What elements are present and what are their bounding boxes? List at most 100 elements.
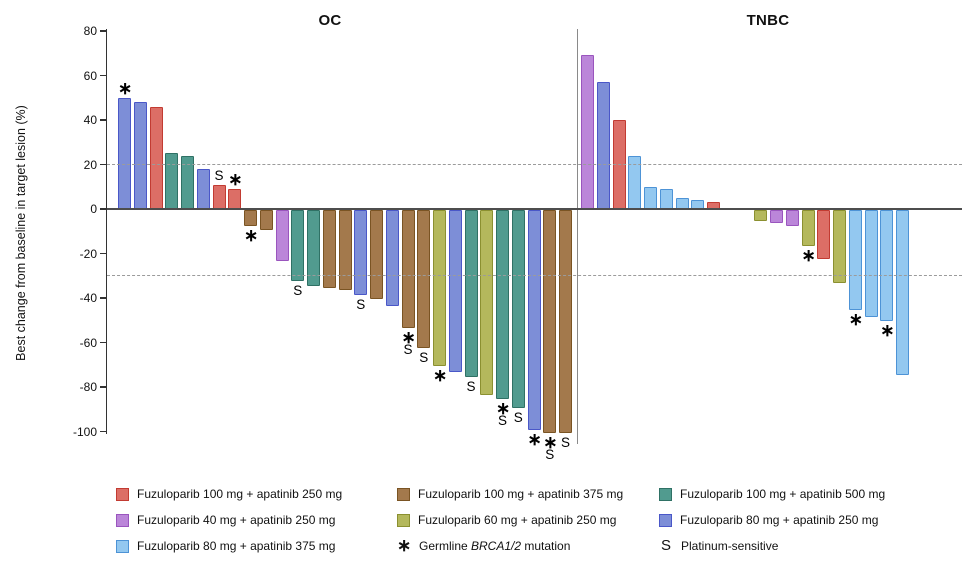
bar xyxy=(543,210,557,433)
bar xyxy=(165,153,179,209)
bar xyxy=(448,210,462,373)
brca-mutation-asterisk: ∗ xyxy=(433,365,448,385)
legend-label: Fuzuloparib 100 mg + apatinib 500 mg xyxy=(680,487,886,501)
legend-swatch-teal xyxy=(659,487,672,501)
platinum-sensitive-label: S xyxy=(403,341,413,357)
bar xyxy=(118,97,131,209)
bar xyxy=(228,188,242,209)
y-axis-tick xyxy=(100,297,106,299)
bar xyxy=(433,210,446,366)
y-tick-label: -40 xyxy=(79,291,97,305)
y-axis-label: Best change from baseline in target lesi… xyxy=(14,105,28,361)
bar xyxy=(527,210,541,431)
platinum-sensitive-label: S xyxy=(545,446,555,462)
platinum-sensitive-label: S xyxy=(466,378,476,394)
bar xyxy=(385,210,399,306)
legend: Fuzuloparib 100 mg + apatinib 250 mg Fuzu… xyxy=(116,487,885,555)
bar xyxy=(464,210,478,377)
legend-label: Fuzuloparib 60 mg + apatinib 250 mg xyxy=(418,513,617,527)
legend-item: Fuzuloparib 100 mg + apatinib 500 mg xyxy=(659,487,885,501)
bar xyxy=(801,210,815,246)
bar xyxy=(196,168,210,209)
legend-label: Platinum-sensitive xyxy=(681,539,779,553)
asterisk-symbol: ∗ xyxy=(397,536,412,555)
y-tick-label: 20 xyxy=(83,157,97,172)
brca-mutation-asterisk: ∗ xyxy=(527,430,542,450)
y-axis-tick xyxy=(100,386,106,388)
legend-item: Fuzuloparib 80 mg + apatinib 375 mg xyxy=(116,539,397,553)
bar xyxy=(848,210,862,311)
brca-mutation-asterisk: ∗ xyxy=(801,245,816,265)
threshold-gridline xyxy=(107,275,962,277)
legend-swatch-brown xyxy=(397,487,410,501)
platinum-sensitive-label: S xyxy=(293,283,303,299)
y-axis-tick xyxy=(100,430,106,433)
brca-mutation-asterisk: ∗ xyxy=(496,399,511,419)
bar xyxy=(864,210,878,317)
panel-divider xyxy=(577,29,579,444)
bar xyxy=(833,210,846,284)
platinum-sensitive-label: S xyxy=(419,349,429,365)
y-axis-tick xyxy=(100,163,106,166)
legend-item: ∗ Germline BRCA1/2 mutation xyxy=(397,536,659,555)
brca-mutation-asterisk: ∗ xyxy=(244,225,259,245)
bar xyxy=(212,184,226,209)
bar xyxy=(275,210,289,262)
platinum-sensitive-label: S xyxy=(560,434,570,450)
bar xyxy=(754,210,768,222)
legend-item: Fuzuloparib 100 mg + apatinib 250 mg xyxy=(116,487,397,501)
y-axis-tick xyxy=(100,74,106,77)
y-axis-tick xyxy=(100,208,106,210)
bar xyxy=(559,210,572,433)
legend-swatch-red xyxy=(116,487,129,501)
y-axis-tick xyxy=(100,252,106,255)
bar xyxy=(307,210,320,286)
bar xyxy=(896,210,909,375)
y-axis-tick xyxy=(100,30,106,32)
bar xyxy=(417,210,431,348)
legend-label: Germline BRCA1/2 mutation xyxy=(419,539,571,553)
legend-item: Fuzuloparib 60 mg + apatinib 250 mg xyxy=(397,513,659,527)
platinum-sensitive-symbol: S xyxy=(660,537,671,554)
brca-mutation-asterisk: ∗ xyxy=(118,78,133,98)
y-tick-label: 0 xyxy=(90,202,97,216)
legend-label: Fuzuloparib 100 mg + apatinib 250 mg xyxy=(137,487,343,501)
y-axis-tick xyxy=(100,341,106,344)
bar xyxy=(149,106,163,209)
y-tick-label: -100 xyxy=(72,424,97,439)
legend-swatch-olive xyxy=(397,513,410,527)
platinum-sensitive-label: S xyxy=(497,413,507,429)
legend-swatch-purple xyxy=(116,513,129,527)
bar xyxy=(511,210,525,409)
bar xyxy=(244,210,257,226)
bar xyxy=(817,210,831,259)
legend-label: Fuzuloparib 80 mg + apatinib 375 mg xyxy=(137,539,336,553)
legend-label: Fuzuloparib 100 mg + apatinib 375 mg xyxy=(418,487,624,501)
bar xyxy=(322,210,336,288)
legend-item: Fuzuloparib 40 mg + apatinib 250 mg xyxy=(116,513,397,527)
bar xyxy=(480,210,494,395)
brca-mutation-asterisk: ∗ xyxy=(543,432,558,452)
threshold-gridline xyxy=(107,163,962,165)
legend-label: Fuzuloparib 80 mg + apatinib 250 mg xyxy=(680,513,879,527)
bar xyxy=(644,186,657,209)
y-axis-tick xyxy=(100,119,106,121)
brca-mutation-asterisk: ∗ xyxy=(228,169,243,189)
legend-item: Fuzuloparib 100 mg + apatinib 375 mg xyxy=(397,487,659,501)
brca-mutation-asterisk: ∗ xyxy=(880,321,895,341)
legend-label: Fuzuloparib 40 mg + apatinib 250 mg xyxy=(137,513,336,527)
bar xyxy=(785,210,799,226)
platinum-sensitive-label: S xyxy=(513,410,523,426)
bar xyxy=(338,210,352,291)
bar xyxy=(370,210,383,299)
legend-item: Fuzuloparib 80 mg + apatinib 250 mg xyxy=(659,513,885,527)
y-axis-line xyxy=(105,29,107,434)
bar xyxy=(401,210,415,328)
brca-mutation-asterisk: ∗ xyxy=(401,327,416,347)
panel-title-tnbc: TNBC xyxy=(746,12,790,29)
y-tick-label: 60 xyxy=(83,68,97,83)
y-tick-label: -80 xyxy=(79,380,97,394)
y-tick-label: 80 xyxy=(83,24,97,38)
brca-mutation-asterisk: ∗ xyxy=(848,310,863,330)
